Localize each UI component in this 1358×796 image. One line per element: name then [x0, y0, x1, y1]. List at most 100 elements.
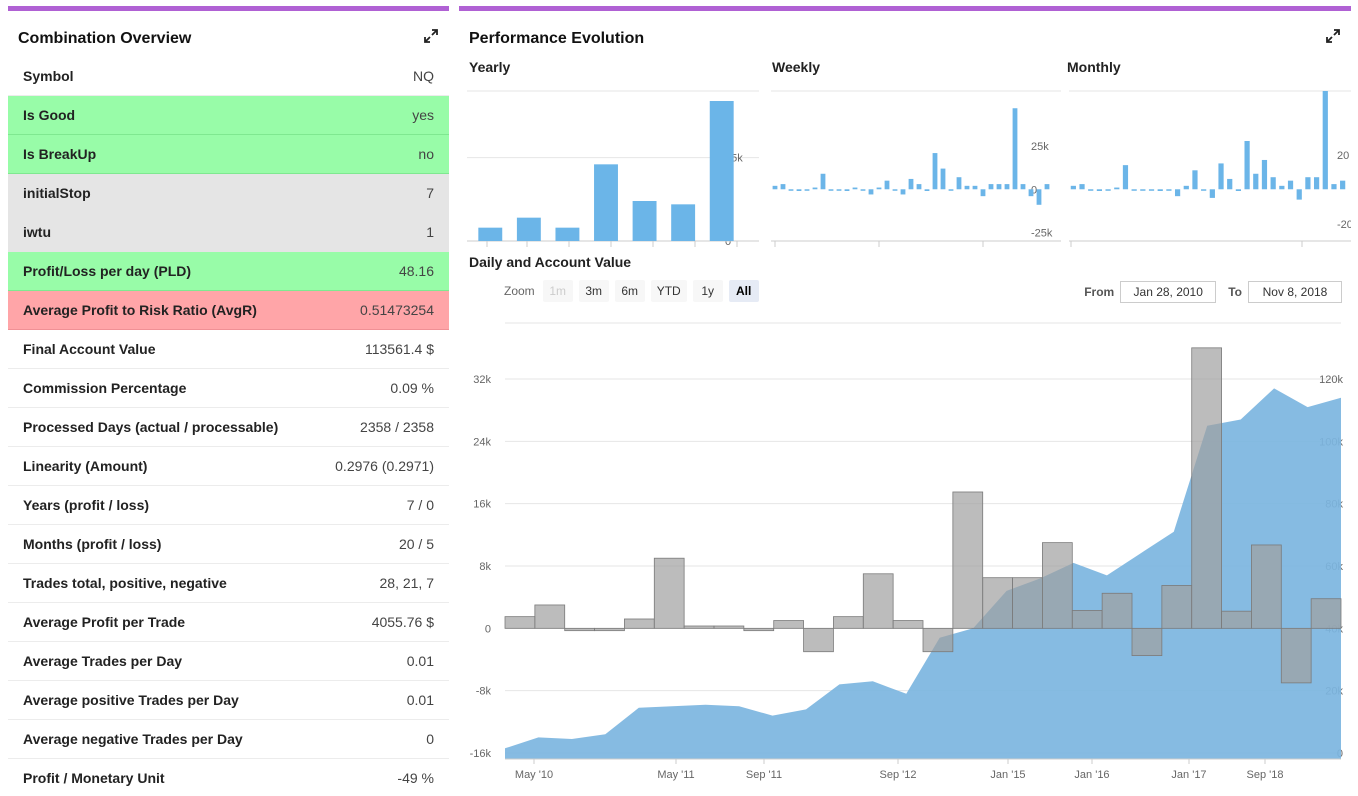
bar	[1322, 91, 1328, 190]
overview-row: Average Trades per Day 0.01	[8, 642, 449, 681]
bar	[956, 177, 962, 190]
bar	[972, 185, 978, 190]
x-tick-label: Sep '18	[1247, 769, 1284, 781]
overview-row-value: 0.01	[406, 653, 434, 669]
overview-row-label: iwtu	[23, 224, 51, 240]
overview-row: Average negative Trades per Day 0	[8, 720, 449, 759]
left-axis-label: 0	[485, 623, 491, 635]
from-date-input[interactable]	[1120, 281, 1217, 303]
bar	[852, 187, 858, 190]
overview-row-label: Profit/Loss per day (PLD)	[23, 263, 192, 279]
daily-step	[564, 627, 595, 632]
bar	[812, 187, 818, 190]
bar	[1235, 189, 1242, 191]
bar	[709, 101, 734, 241]
overview-row: Linearity (Amount) 0.2976 (0.2971)	[8, 447, 449, 486]
zoom-all-button[interactable]: All	[728, 280, 759, 302]
daily-step	[922, 627, 954, 653]
overview-row-label: Average Trades per Day	[23, 653, 183, 669]
daily-step	[1221, 610, 1252, 629]
zoom-3m-button[interactable]: 3m	[578, 280, 609, 302]
left-axis-label: 24k	[473, 436, 491, 448]
daily-step	[594, 627, 625, 632]
combination-overview-title: Combination Overview	[18, 30, 192, 47]
zoom-ytd-button[interactable]: YTD	[650, 280, 687, 302]
expand-icon[interactable]	[1325, 28, 1341, 44]
bar	[900, 189, 906, 195]
daily-step	[653, 557, 685, 629]
bar	[1261, 159, 1268, 190]
overview-row-value: NQ	[413, 68, 434, 84]
x-tick-label: Sep '11	[746, 769, 782, 781]
bar	[964, 185, 970, 190]
overview-row: Profit / Monetary Unit -49 %	[8, 759, 449, 796]
bar	[1174, 189, 1181, 197]
overview-row-value: 0.2976 (0.2971)	[335, 458, 434, 474]
bar	[860, 189, 866, 191]
overview-row-value: 0.01	[406, 692, 434, 708]
bar	[1296, 189, 1302, 200]
expand-icon[interactable]	[423, 28, 439, 44]
bar	[1244, 141, 1250, 190]
y-tick-label: -25k	[1031, 227, 1053, 239]
daily-step	[1131, 627, 1163, 657]
daily-step	[833, 616, 864, 629]
performance-evolution-panel: Performance Evolution Yearly Weekly Mont…	[459, 6, 1351, 796]
overview-row-label: Symbol	[23, 68, 74, 84]
bar	[1096, 189, 1103, 191]
zoom-1m-button[interactable]: 1m	[542, 280, 573, 302]
y-tick-label: 0	[725, 236, 731, 248]
bar	[1079, 184, 1085, 190]
bar	[1088, 189, 1094, 191]
bar	[1166, 189, 1172, 191]
overview-row-label: Months (profit / loss)	[23, 536, 162, 552]
account-value-area	[505, 388, 1341, 759]
bar	[1114, 187, 1120, 190]
bar	[1131, 189, 1137, 191]
bar	[1157, 189, 1163, 191]
overview-row-label: Trades total, positive, negative	[23, 575, 227, 591]
bar	[892, 189, 898, 191]
daily-step	[713, 625, 745, 629]
bar	[1331, 184, 1337, 190]
overview-row: Is Good yes	[8, 96, 449, 135]
overview-row: Months (profit / loss) 20 / 5	[8, 525, 449, 564]
overview-row: Average Profit per Trade 4055.76 $	[8, 603, 449, 642]
zoom-6m-button[interactable]: 6m	[614, 280, 645, 302]
zoom-bar: Zoom 1m 3m 6m YTD 1y All	[504, 280, 761, 302]
left-axis-label: -16k	[470, 748, 492, 760]
bar	[940, 168, 946, 190]
x-tick-label: May '10	[515, 769, 553, 781]
to-date-input[interactable]	[1248, 281, 1342, 303]
overview-row: Is BreakUp no	[8, 135, 449, 174]
daily-step	[1251, 544, 1282, 629]
bar	[1340, 180, 1346, 190]
bar	[1028, 189, 1034, 197]
bar	[594, 164, 618, 241]
daily-step	[504, 616, 536, 629]
bar	[828, 189, 834, 191]
bar	[516, 217, 541, 241]
overview-row-value: 20 / 5	[398, 536, 434, 552]
bar	[671, 204, 696, 241]
bar	[1192, 170, 1198, 190]
zoom-1y-button[interactable]: 1y	[692, 280, 723, 302]
daily-step	[952, 491, 984, 629]
bar	[924, 189, 930, 191]
bar	[1253, 173, 1259, 190]
to-label: To	[1228, 285, 1242, 299]
weekly-chart: -25k 0 25k	[771, 90, 1061, 247]
x-tick-label: Sep '12	[880, 769, 917, 781]
daily-step	[773, 620, 804, 629]
bar	[478, 227, 503, 241]
overview-row: Final Account Value 113561.4 $	[8, 330, 449, 369]
monthly-chart: -20 20	[1069, 90, 1351, 247]
bar	[1279, 185, 1285, 190]
daily-step	[1191, 347, 1222, 629]
bar	[1004, 184, 1010, 190]
overview-row: Average positive Trades per Day 0.01	[8, 681, 449, 720]
bar	[916, 184, 922, 190]
bar	[632, 201, 657, 241]
bar	[1122, 165, 1129, 190]
overview-row-value: yes	[412, 107, 434, 123]
